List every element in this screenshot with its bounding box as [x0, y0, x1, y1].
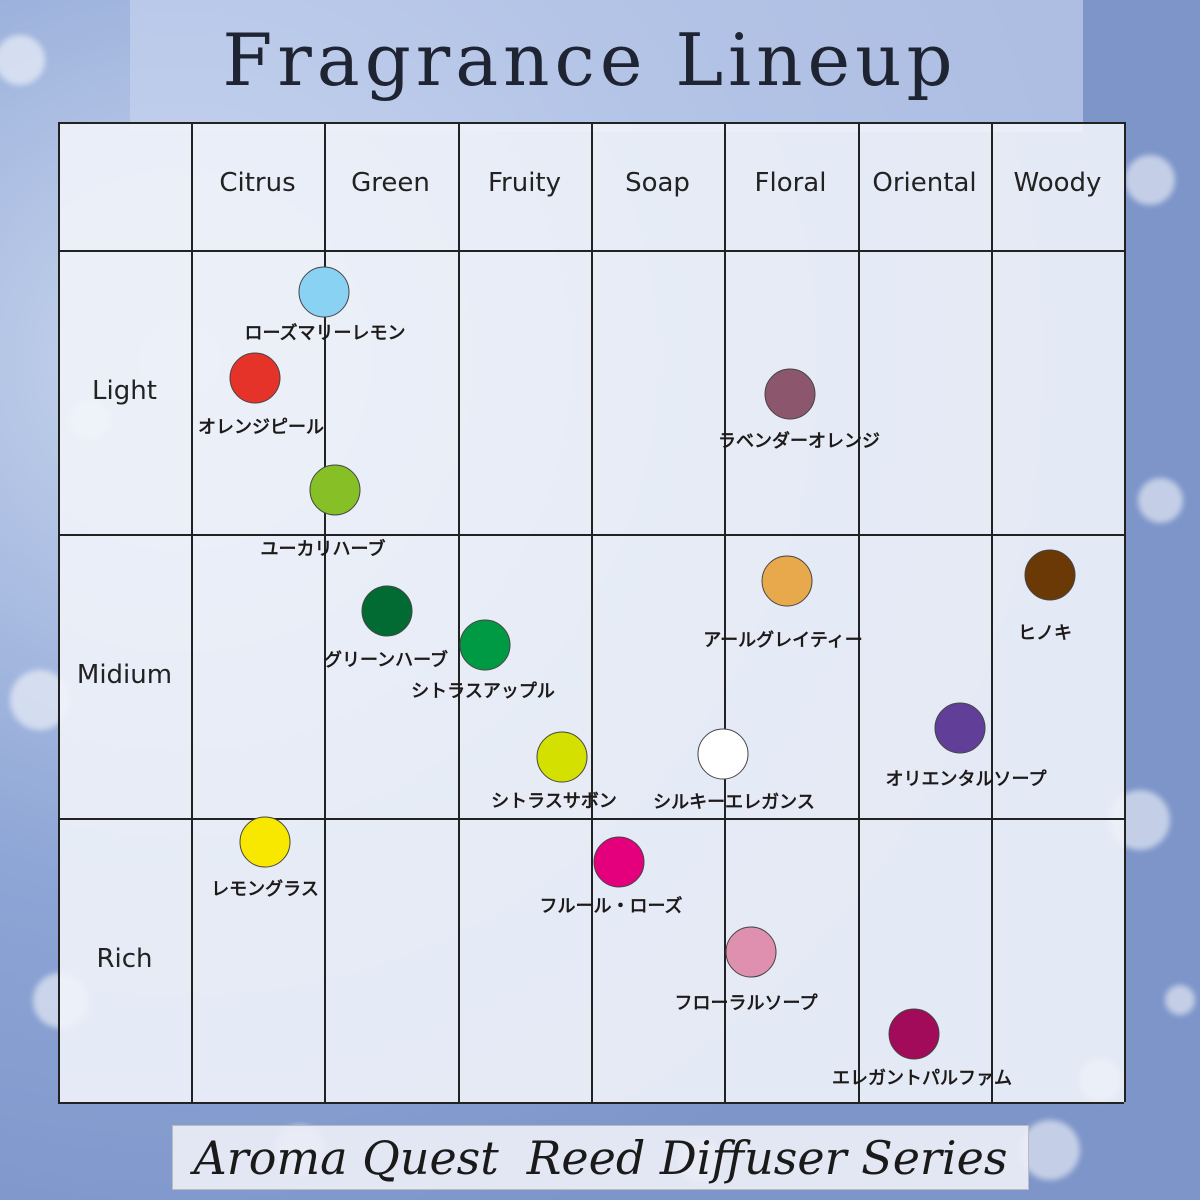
grid-vline	[324, 122, 326, 1102]
fragrance-label: フローラルソープ	[674, 993, 818, 1014]
fragrance-label: オレンジピール	[198, 417, 324, 438]
fragrance-label: シトラスサボン	[491, 791, 617, 812]
grid-vline	[191, 122, 193, 1102]
fragrance-dot	[536, 731, 588, 783]
grid-hline	[58, 122, 1124, 124]
column-header: Floral	[754, 168, 827, 198]
bokeh-circle	[1125, 155, 1175, 205]
series-name: Reed Diffuser Series	[526, 1130, 1008, 1185]
bokeh-circle	[1165, 985, 1195, 1015]
fragrance-dot	[309, 464, 361, 516]
fragrance-label: ラベンダーオレンジ	[718, 431, 880, 452]
grid-vline	[591, 122, 593, 1102]
column-header: Fruity	[487, 168, 562, 198]
grid-vline	[58, 122, 60, 1102]
fragrance-label: グリーンハーブ	[323, 650, 449, 671]
fragrance-label: ローズマリーレモン	[244, 323, 406, 344]
grid-hline	[58, 534, 1124, 536]
bokeh-circle	[0, 35, 45, 85]
grid-vline	[458, 122, 460, 1102]
grid-vline	[991, 122, 993, 1102]
fragrance-dot	[298, 266, 350, 318]
fragrance-label: エレガントパルファム	[832, 1068, 1012, 1089]
grid-hline	[58, 818, 1124, 820]
grid-hline	[58, 250, 1124, 252]
row-label: Rich	[96, 944, 153, 974]
fragrance-label: フルール・ローズ	[539, 896, 683, 917]
brand-name: Aroma Quest	[193, 1130, 499, 1185]
fragrance-label: ユーカリハーブ	[260, 539, 386, 560]
fragrance-dot	[361, 585, 413, 637]
column-header: Green	[351, 168, 430, 198]
grid-hline	[58, 1102, 1124, 1104]
grid-vline	[858, 122, 860, 1102]
fragrance-dot	[761, 555, 813, 607]
fragrance-dot	[593, 836, 645, 888]
fragrance-dot	[888, 1008, 940, 1060]
fragrance-label: シトラスアップル	[411, 681, 555, 702]
page-title: Fragrance Lineup	[222, 18, 958, 102]
fragrance-dot	[459, 619, 511, 671]
fragrance-label: シルキーエレガンス	[653, 792, 815, 813]
grid-vline	[1124, 122, 1126, 1102]
fragrance-dot	[934, 702, 986, 754]
fragrance-label: ヒノキ	[1018, 623, 1072, 644]
fragrance-dot	[764, 368, 816, 420]
row-label: Midium	[76, 660, 173, 690]
fragrance-dot	[1024, 549, 1076, 601]
fragrance-label: アールグレイティー	[703, 630, 863, 651]
column-header: Citrus	[219, 168, 296, 198]
column-header: Soap	[625, 168, 690, 198]
fragrance-dot	[697, 728, 749, 780]
bokeh-circle	[1137, 477, 1183, 523]
title-band	[130, 0, 1083, 132]
fragrance-dot	[229, 352, 281, 404]
fragrance-label: オリエンタルソープ	[885, 769, 1047, 790]
footer-banner: Aroma Quest Reed Diffuser Series	[172, 1125, 1029, 1190]
column-header: Woody	[1013, 168, 1102, 198]
row-label: Light	[92, 376, 157, 406]
bokeh-circle	[1020, 1120, 1080, 1180]
fragrance-label: レモングラス	[211, 879, 319, 900]
column-header: Oriental	[872, 168, 977, 198]
grid-vline	[724, 122, 726, 1102]
fragrance-dot	[239, 816, 291, 868]
fragrance-dot	[725, 926, 777, 978]
